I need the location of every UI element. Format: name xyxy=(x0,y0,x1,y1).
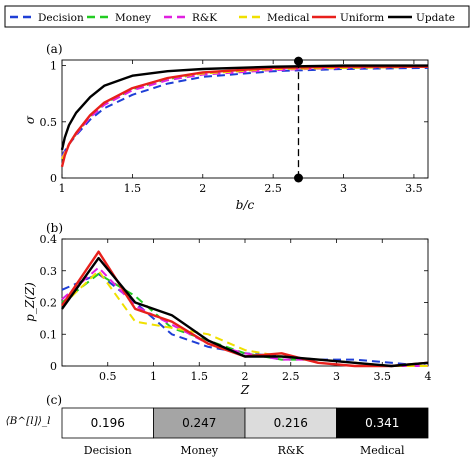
legend-label-decision: Decision xyxy=(38,12,84,24)
panel-b-xtick-label: 0.5 xyxy=(99,370,117,383)
heatmap-category-decision: Decision xyxy=(84,444,132,457)
panel-a-xtick-label: 1 xyxy=(59,182,66,195)
panel-b-series-decision xyxy=(61,272,429,367)
panel-a-series-decision xyxy=(61,66,429,157)
heatmap-cell-medical xyxy=(336,407,429,439)
heatmap-cell-r-k xyxy=(244,407,337,439)
panel-c-label: (c) xyxy=(46,393,62,407)
threshold-marker xyxy=(293,56,303,183)
panel-b-series-update xyxy=(61,256,429,368)
legend: Decision Money R&K Medical Uniform Update xyxy=(4,5,470,28)
panel-a-xlabel: b/c xyxy=(236,198,255,212)
panel-b-xlabel: Z xyxy=(240,383,250,397)
heatmap-value-medical: 0.341 xyxy=(365,416,399,430)
legend-label-uniform: Uniform xyxy=(340,12,384,24)
legend-label-r-k: R&K xyxy=(192,12,217,24)
panel-a-xtick-label: 3.5 xyxy=(405,182,423,195)
heatmap-value-money: 0.247 xyxy=(182,416,216,430)
panel-a-series-update xyxy=(60,64,428,151)
panel-b-series-money xyxy=(61,272,428,367)
panel-c: (c) 0.196 Decision 0.247 Money 0.216 R&K 0.341… xyxy=(6,393,429,457)
panel-b-xtick-label: 2 xyxy=(242,370,249,383)
panel-b-xtick-label: 2.5 xyxy=(282,370,300,383)
panel-b-xtick-label: 4 xyxy=(425,370,432,383)
panel-b-axes xyxy=(61,238,429,367)
panel-b-ytick-label: 0 xyxy=(50,360,57,373)
panel-b-xtick-label: 3.5 xyxy=(374,370,392,383)
heatmap-value-r-k: 0.216 xyxy=(274,416,308,430)
panel-b: (b) 0.5 1 1.5 2 2.5 3 3.5 4 0 0.1 0.2 0.3 0.4 Z p_Z(… xyxy=(23,221,432,397)
panel-b-ytick-label: 0.4 xyxy=(40,233,58,246)
panel-a-ytick-label: 0.5 xyxy=(40,116,58,129)
panel-b-ylabel: p_Z(Z) xyxy=(23,282,37,322)
panel-b-series-medical xyxy=(61,269,428,367)
marker-top-dot xyxy=(293,56,303,66)
panel-a-xtick-label: 2 xyxy=(199,182,206,195)
heatmap-value-decision: 0.196 xyxy=(91,416,125,430)
panel-a-ytick-label: 1 xyxy=(50,60,57,73)
panel-b-xtick-label: 1 xyxy=(150,370,157,383)
panel-a-ytick-label: 0 xyxy=(50,172,57,185)
panel-b-label: (b) xyxy=(46,221,63,235)
panel-a-label: (a) xyxy=(46,42,63,56)
panel-b-series-uniform xyxy=(61,250,429,368)
legend-label-money: Money xyxy=(115,12,151,24)
heatmap-category-money: Money xyxy=(180,444,218,457)
panel-a-xtick-label: 1.5 xyxy=(124,182,142,195)
panel-b-xtick-label: 1.5 xyxy=(191,370,209,383)
panel-b-ytick-label: 0.3 xyxy=(40,265,58,278)
panel-b-ytick-label: 0.1 xyxy=(40,328,58,341)
panel-a-xtick-label: 2.5 xyxy=(264,182,282,195)
panel-b-ytick-label: 0.2 xyxy=(40,297,58,310)
panel-a-ylabel: σ xyxy=(23,115,37,124)
panel-a-axes xyxy=(61,59,429,179)
heatmap-cell-decision xyxy=(61,407,154,439)
legend-label-update: Update xyxy=(416,12,455,24)
heatmap-category-medical: Medical xyxy=(360,444,405,457)
legend-label-medical: Medical xyxy=(267,12,310,24)
panel-a-xtick-label: 3 xyxy=(340,182,347,195)
legend-box xyxy=(4,5,470,28)
panel-c-ylabel: ⟨B^[l]⟩_l xyxy=(6,415,51,427)
heatmap-cell-money xyxy=(153,407,246,439)
panel-a: (a) 1 1.5 2 2.5 3 3.5 0 0.5 1 b/c σ xyxy=(23,42,429,212)
heatmap-category-r-k: R&K xyxy=(278,444,305,457)
panel-b-xtick-label: 3 xyxy=(333,370,340,383)
marker-bottom-dot xyxy=(293,173,303,183)
